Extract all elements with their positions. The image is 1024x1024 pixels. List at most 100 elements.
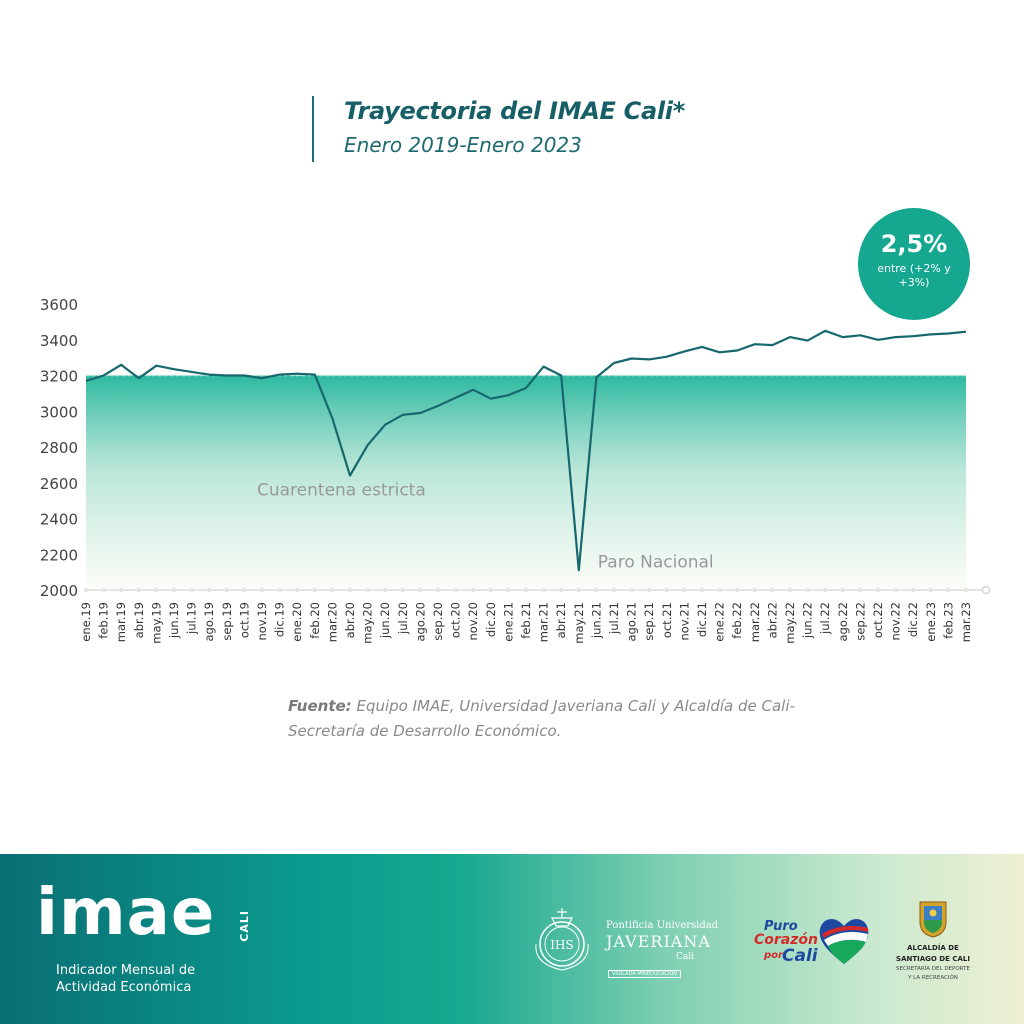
x-tick-label: mar.23 [959,602,973,642]
x-tick-label: oct.21 [660,602,674,638]
alcaldia-line4: Y LA RECREACIÓN [908,975,958,981]
x-tick-label: ene.19 [79,602,93,642]
x-axis-dot [875,587,881,593]
puro-line2: Corazón [754,932,818,948]
x-tick-label: ago.20 [413,602,427,641]
x-tick-label: mar.20 [325,602,339,642]
growth-badge: 2,5% entre (+2% y +3%) [858,208,970,320]
annotation-label: Cuarentena estricta [257,481,426,501]
x-axis-dot [805,587,810,593]
x-tick-label: sep.19 [220,602,234,641]
javeriana-line3: Cali [676,952,695,962]
x-tick-label: mar.21 [537,602,551,642]
x-axis-dot [647,587,652,593]
x-axis-dot [312,587,317,593]
x-axis-dot [383,587,388,593]
y-tick-label: 3600 [40,296,78,314]
x-tick-label: may.22 [783,602,797,644]
x-axis-dot [119,587,124,593]
title-block: Trayectoria del IMAE Cali* Enero 2019-En… [312,96,685,162]
javeriana-line1: Pontificia Universidad [606,920,719,931]
x-tick-label: oct.22 [871,602,885,638]
x-axis-dot [752,587,757,593]
x-axis-dot [488,587,493,593]
x-axis-dot [717,587,722,593]
x-tick-label: jun.20 [378,602,392,639]
x-axis-dot [946,587,951,593]
javeriana-line2: JAVERIANA [606,932,711,951]
x-tick-label: ene.23 [924,602,938,642]
chart-title: Trayectoria del IMAE Cali* [344,97,685,125]
x-tick-label: sep.21 [642,602,656,641]
chart-subtitle: Enero 2019-Enero 2023 [344,133,582,157]
x-axis-dot [83,587,89,593]
x-axis-dot [559,587,564,593]
alcaldia-line3: SECRETARÍA DEL DEPORTE [896,966,970,972]
x-tick-label: abr.21 [554,602,568,638]
svg-text:IHS: IHS [550,938,573,952]
javeriana-line4: VIGILADA MINEDUCACIÓN [608,970,681,978]
alcaldia-line1: ALCALDÍA DE [907,944,959,952]
x-tick-label: may.21 [572,602,586,644]
x-axis-dot [523,587,529,593]
shield-icon [919,901,947,938]
x-axis-dot [928,587,933,593]
javeriana-crest-icon: IHS [535,908,589,971]
x-tick-label: jul.21 [607,602,621,635]
x-tick-label: ene.22 [713,602,727,642]
annotation-label: Paro Nacional [598,552,714,572]
x-axis-dot [699,587,705,593]
x-tick-label: mar.22 [748,602,762,642]
x-axis-dot [682,587,687,593]
x-axis-dot [787,587,793,593]
x-tick-label: abr.22 [765,602,779,638]
puro-line4: Cali [782,946,818,966]
x-tick-label: ago.19 [202,602,216,641]
x-tick-label: feb.23 [941,602,955,639]
x-tick-label: nov.21 [677,602,691,641]
puro-corazon-logo: Puro Corazón por Cali [750,914,872,974]
x-tick-label: jul.22 [818,602,832,635]
x-tick-label: ene.21 [501,602,515,642]
x-axis-dot [629,587,634,593]
imae-description-line1: Indicador Mensual de [56,963,196,978]
x-tick-label: may.20 [361,602,375,644]
x-axis-dot [963,587,969,593]
x-axis-dot [471,587,476,593]
y-tick-label: 3200 [40,368,78,386]
source-note: Fuente: Equipo IMAE, Universidad Javeria… [288,694,808,744]
source-label: Fuente: [288,697,352,715]
x-axis-dot [259,587,265,593]
y-tick-label: 3000 [40,403,78,421]
x-axis-dot [506,587,511,593]
x-axis-dot [347,587,353,593]
x-tick-label: ago.22 [836,602,850,641]
y-tick-label: 2000 [40,582,78,600]
heart-icon [819,918,869,964]
x-axis-dot [893,587,898,593]
x-tick-label: feb.19 [97,602,111,639]
x-axis-dot [611,587,617,593]
x-axis-dot [154,587,159,593]
x-tick-label: jun.21 [589,602,603,639]
x-axis-end-dot [981,585,991,595]
x-axis-dot [207,587,212,593]
x-axis-dot [136,587,141,593]
imae-description-line2: Actividad Económica [56,980,192,995]
x-axis-dot [840,587,845,593]
x-axis-dot [101,587,106,593]
x-tick-label: nov.19 [255,602,269,641]
x-axis-dot [594,587,599,593]
y-tick-label: 2800 [40,439,78,457]
source-text: Equipo IMAE, Universidad Javeriana Cali … [288,697,795,740]
x-tick-label: dic.22 [906,602,920,637]
x-tick-label: jun.19 [167,602,181,639]
y-tick-label: 2400 [40,511,78,529]
x-tick-label: jul.20 [396,602,410,635]
x-axis-dot [277,587,282,593]
x-tick-label: may.19 [149,602,163,644]
series-line [85,329,967,572]
x-axis-dot [770,587,775,593]
x-axis-dot [418,587,423,593]
y-tick-label: 2200 [40,546,78,564]
